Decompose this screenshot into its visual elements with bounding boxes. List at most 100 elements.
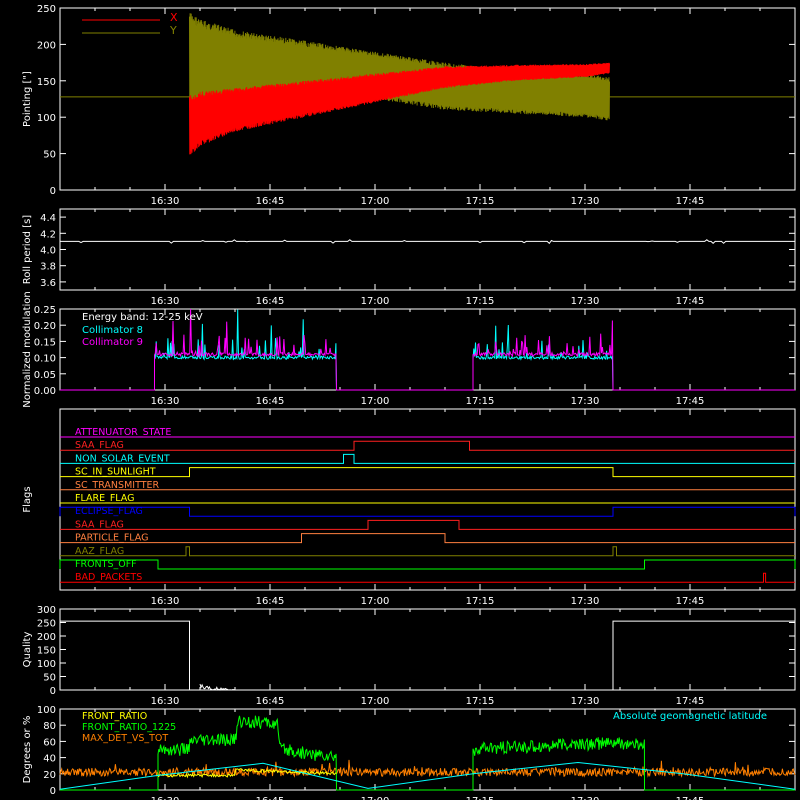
quality-spikes (199, 683, 235, 691)
flag-label-aaz-flag: AAZ_FLAG (75, 546, 124, 557)
x-tick-label: 16:45 (256, 596, 285, 607)
flag-label-sc-transmitter: SC_TRANSMITTER (75, 480, 160, 491)
y-tick-label: 40 (43, 754, 56, 765)
flag-line-saa-flag (60, 519, 795, 530)
y-tick-label: 250 (37, 4, 56, 15)
y-tick-label: 100 (37, 113, 56, 124)
flag-line-saa-flag (60, 440, 795, 451)
flag-line-sc-in-sunlight (60, 467, 795, 478)
x-tick-label: 17:30 (571, 796, 600, 800)
y-tick-label: 3.8 (40, 262, 56, 273)
flag-label-particle-flag: PARTICLE_FLAG (75, 533, 148, 544)
y-tick-label: 100 (37, 659, 56, 670)
y-tick-label: 80 (43, 721, 56, 732)
flag-label-sc-in-sunlight: SC_IN_SUNLIGHT (75, 467, 156, 478)
x-tick-label: 16:30 (151, 196, 180, 207)
legend-label-collimator: Collimator 9 (82, 337, 143, 348)
x-tick-label: 17:45 (676, 596, 705, 607)
y-tick-label: 0.00 (34, 386, 56, 397)
x-tick-label: 17:30 (571, 696, 600, 707)
legend-label-geo: FRONT_RATIO (82, 711, 147, 722)
geo-series-front-ratio (157, 768, 337, 779)
x-tick-label: 17:30 (571, 396, 600, 407)
legend-label-geomagnetic-latitude: Absolute geomagnetic latitude (613, 711, 767, 722)
flag-line-eclipse-flag (59, 506, 796, 517)
flag-line-particle-flag (60, 533, 795, 544)
x-tick-label: 17:00 (361, 196, 390, 207)
energy-band-annotation: Energy band: 12-25 keV (82, 312, 203, 323)
legend-label-geo: FRONT_RATIO_1225 (82, 722, 176, 733)
y-axis-label-flags: Flags (22, 486, 33, 512)
modulation-series-collimator-8 (60, 309, 795, 391)
y-tick-label: 100 (37, 705, 56, 716)
x-tick-label: 17:45 (676, 696, 705, 707)
x-tick-label: 16:30 (151, 396, 180, 407)
x-tick-label: 16:45 (256, 396, 285, 407)
y-tick-label: 0 (50, 686, 56, 697)
y-tick-label: 250 (37, 619, 56, 630)
panel-frame-flags (59, 408, 796, 591)
flag-line-non-solar-event (60, 453, 795, 464)
legend-label-geo: MAX_DET_VS_TOT (82, 733, 168, 744)
y-tick-label: 0.10 (34, 354, 56, 365)
quality-line (60, 620, 795, 691)
y-tick-label: 20 (43, 770, 56, 781)
y-tick-label: 3.6 (40, 278, 56, 289)
x-tick-label: 16:45 (256, 196, 285, 207)
y-tick-label: 50 (43, 673, 56, 684)
x-tick-label: 17:15 (466, 696, 495, 707)
roll-period-line (60, 239, 795, 245)
x-tick-label: 17:30 (571, 296, 600, 307)
x-tick-label: 17:45 (676, 296, 705, 307)
x-tick-label: 17:30 (571, 196, 600, 207)
x-tick-label: 16:30 (151, 596, 180, 607)
panel-frame-pointing (59, 7, 796, 191)
y-axis-label-modulation: Normalized modulation (22, 291, 33, 408)
y-tick-label: 0.25 (34, 305, 56, 316)
legend-label-x: X (170, 11, 178, 24)
flag-label-fronts-off: FRONTS_OFF (75, 559, 137, 570)
flag-label-attenuator-state: ATTENUATOR_STATE (75, 427, 171, 438)
x-tick-label: 17:15 (466, 396, 495, 407)
flag-line-fronts-off (59, 559, 796, 570)
y-tick-label: 0 (50, 186, 56, 197)
modulation-series-collimator-9 (60, 308, 795, 391)
x-tick-label: 17:30 (571, 596, 600, 607)
flag-label-saa-flag: SAA_FLAG (75, 440, 124, 451)
x-tick-label: 16:45 (256, 696, 285, 707)
y-axis-label-quality: Quality (22, 632, 33, 668)
y-tick-label: 0.05 (34, 370, 56, 381)
x-tick-label: 17:00 (361, 696, 390, 707)
y-tick-label: 300 (37, 605, 56, 616)
y-tick-label: 50 (43, 150, 56, 161)
legend-label-collimator: Collimator 8 (82, 325, 143, 336)
y-axis-label-geo: Degrees or % (22, 716, 33, 784)
x-tick-label: 16:45 (256, 796, 285, 800)
x-tick-label: 16:30 (151, 296, 180, 307)
x-tick-label: 17:00 (361, 396, 390, 407)
x-tick-label: 17:15 (466, 196, 495, 207)
geo-series-front-ratio-1225 (60, 715, 795, 791)
y-axis-label-roll: Roll period [s] (22, 215, 33, 284)
y-tick-label: 150 (37, 77, 56, 88)
y-axis-label-pointing: Pointing ["] (22, 71, 33, 127)
y-tick-label: 4.2 (40, 229, 56, 240)
pointing-series-x (189, 62, 610, 155)
geo-series-geomagnetic-latitude (59, 761, 796, 790)
flag-label-bad-packets: BAD_PACKETS (75, 572, 142, 583)
x-tick-label: 17:00 (361, 796, 390, 800)
x-tick-label: 17:45 (676, 396, 705, 407)
flag-label-saa-flag: SAA_FLAG (75, 519, 124, 530)
x-tick-label: 17:15 (466, 596, 495, 607)
geo-series-max-det-vs-tot (59, 759, 796, 778)
y-tick-label: 4.0 (40, 246, 56, 257)
x-tick-label: 16:45 (256, 296, 285, 307)
x-tick-label: 17:15 (466, 296, 495, 307)
flag-label-eclipse-flag: ECLIPSE_FLAG (75, 506, 143, 517)
y-tick-label: 0.20 (34, 321, 56, 332)
x-tick-label: 17:45 (676, 796, 705, 800)
x-tick-label: 17:15 (466, 796, 495, 800)
x-tick-label: 17:00 (361, 596, 390, 607)
y-tick-label: 0 (50, 786, 56, 797)
